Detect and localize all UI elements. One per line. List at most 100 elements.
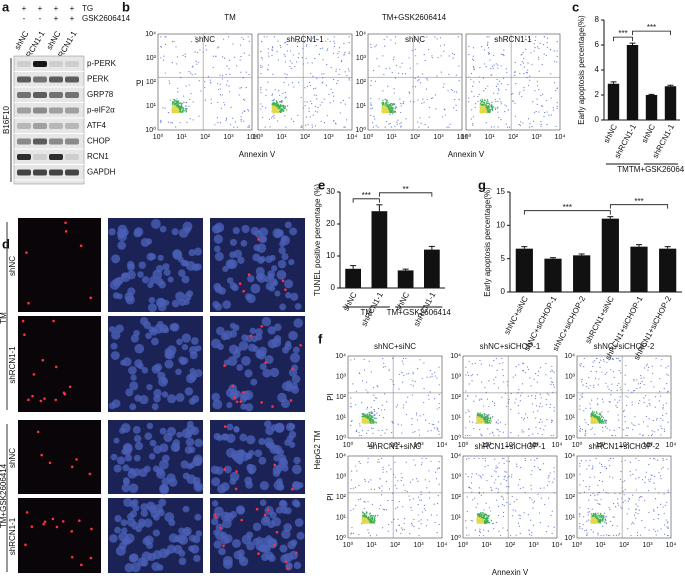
nucleus [216,434,223,441]
nucleus [150,218,161,229]
event-dot [465,458,468,460]
event-dot [581,378,583,381]
event-dot [352,487,355,489]
nucleus [133,454,141,462]
event-dot [531,395,533,397]
nucleus [167,276,174,283]
event-dot [538,89,540,91]
event-dot [427,126,429,128]
event-dot [167,112,170,114]
event-dot [484,99,486,102]
event-dot [465,374,467,376]
event-dot [635,469,637,471]
nucleus [134,227,144,237]
event-dot [311,62,313,64]
event-dot [556,88,558,90]
event-dot [292,54,294,56]
event-dot [483,49,486,51]
event-dot [523,89,525,91]
event-dot [372,419,375,421]
event-dot [603,419,606,421]
event-dot [314,125,317,127]
y-tick-label: 10¹ [146,103,157,110]
event-dot [495,465,497,467]
nucleus [211,338,221,349]
event-dot [440,55,442,57]
event-dot [522,51,524,54]
event-dot [298,81,300,83]
event-dot [592,420,595,423]
x-tick-label: 10³ [413,442,424,449]
event-dot [279,105,281,107]
event-dot [361,401,363,404]
event-dot [476,374,479,376]
event-dot [239,44,242,46]
tunel-spot [238,282,242,285]
event-dot [389,122,391,125]
event-dot [469,434,471,437]
event-dot [520,121,522,123]
event-dot [380,409,383,411]
event-dot [483,509,485,511]
event-dot [471,491,473,493]
event-dot [659,390,661,393]
event-dot [534,397,537,400]
nucleus [195,530,203,537]
nucleus [130,334,139,343]
event-dot [368,411,370,414]
nucleus [148,453,156,460]
event-dot [533,459,536,461]
event-dot [483,513,486,516]
event-dot [365,416,368,418]
event-dot [286,73,288,76]
event-dot [667,534,669,537]
event-dot [326,115,328,117]
event-dot [284,105,286,107]
event-dot [374,410,376,412]
event-dot [282,104,285,107]
event-dot [428,491,430,493]
event-dot [276,51,278,53]
event-dot [428,470,430,472]
event-dot [288,84,290,86]
event-dot [663,533,666,535]
event-dot [613,429,615,431]
event-dot [634,424,636,427]
event-dot [524,459,527,462]
event-dot [449,123,451,125]
event-dot [647,479,650,481]
event-dot [493,482,496,484]
event-dot [473,81,475,83]
event-dot [361,514,364,517]
event-dot [260,64,262,67]
event-dot [540,94,542,97]
event-dot [527,69,529,71]
event-dot [384,98,386,101]
event-dot [363,521,365,523]
event-dot [369,419,371,422]
nucleus [291,499,300,507]
event-dot [427,430,429,432]
event-dot [286,109,288,111]
event-dot [494,38,496,40]
band [49,123,63,129]
event-dot [479,359,481,362]
event-dot [296,45,299,47]
event-dot [521,429,523,431]
event-dot [173,111,175,113]
event-dot [667,374,669,376]
event-dot [539,402,542,404]
event-dot [306,85,309,88]
event-dot [186,121,188,124]
event-dot [305,57,307,60]
event-dot [264,126,266,128]
event-dot [493,54,495,56]
event-dot [414,55,417,57]
event-dot [487,428,489,430]
event-dot [214,124,216,126]
image-panel [18,498,101,573]
event-dot [164,107,166,109]
event-dot [335,68,337,70]
event-dot [358,372,361,374]
event-dot [606,534,608,536]
